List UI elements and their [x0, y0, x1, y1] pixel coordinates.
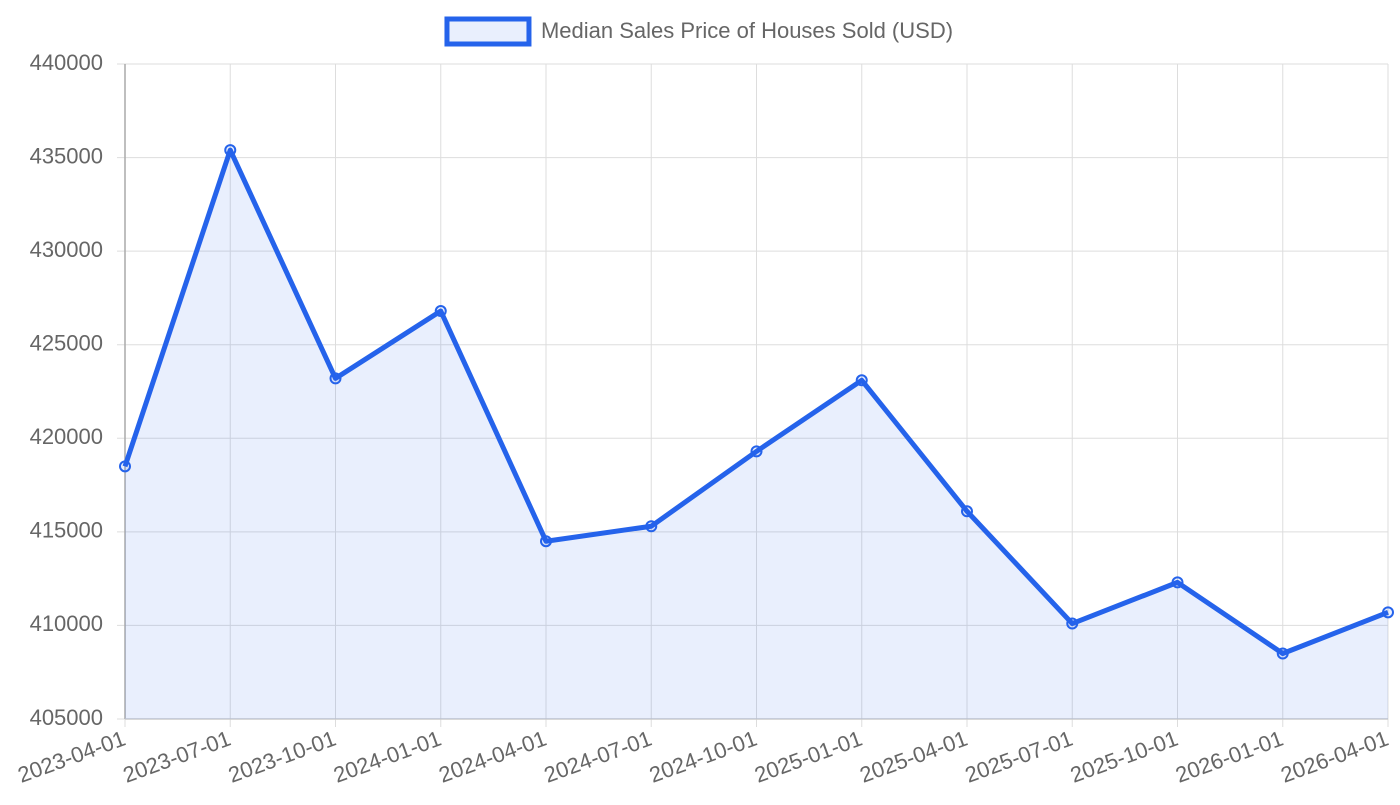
x-tick-label: 2023-07-01 — [120, 726, 234, 788]
point — [1066, 617, 1079, 630]
x-tick-label: 2023-04-01 — [14, 726, 128, 788]
y-tick-label: 425000 — [30, 331, 103, 356]
point — [119, 460, 131, 473]
x-tick-label: 2025-10-01 — [1067, 726, 1181, 788]
legend-label: Median Sales Price of Houses Sold (USD) — [541, 18, 953, 43]
x-tick-label: 2024-10-01 — [646, 726, 760, 788]
legend: Median Sales Price of Houses Sold (USD) — [444, 16, 953, 47]
x-tick-label: 2026-01-01 — [1172, 726, 1286, 788]
point — [1276, 647, 1289, 660]
point — [540, 535, 552, 548]
point — [855, 374, 868, 387]
point — [434, 305, 447, 318]
y-tick-label: 405000 — [30, 705, 103, 730]
area — [125, 150, 1388, 720]
point — [1382, 606, 1394, 619]
y-tick-label: 435000 — [30, 143, 103, 168]
point — [750, 445, 763, 458]
point — [1171, 576, 1184, 589]
x-tick-label: 2024-07-01 — [541, 726, 655, 788]
y-tick-label: 415000 — [30, 518, 103, 543]
y-tick-label: 410000 — [30, 611, 103, 636]
y-tick-label: 440000 — [30, 50, 103, 75]
x-tick-label: 2025-01-01 — [751, 726, 865, 788]
legend-swatch — [444, 16, 532, 47]
point — [961, 505, 973, 518]
x-tick-label: 2026-04-01 — [1277, 726, 1391, 788]
y-tick-label: 430000 — [30, 237, 103, 262]
point — [224, 144, 237, 157]
y-tick-label: 420000 — [30, 424, 103, 449]
x-tick-label: 2025-04-01 — [856, 726, 970, 788]
x-tick-label: 2024-04-01 — [435, 726, 549, 788]
line — [122, 147, 1389, 656]
point — [329, 372, 342, 385]
x-tick-label: 2023-10-01 — [225, 726, 339, 788]
x-tick-label: 2025-07-01 — [962, 726, 1076, 788]
point — [645, 520, 658, 533]
x-tick-label: 2024-01-01 — [330, 726, 444, 788]
